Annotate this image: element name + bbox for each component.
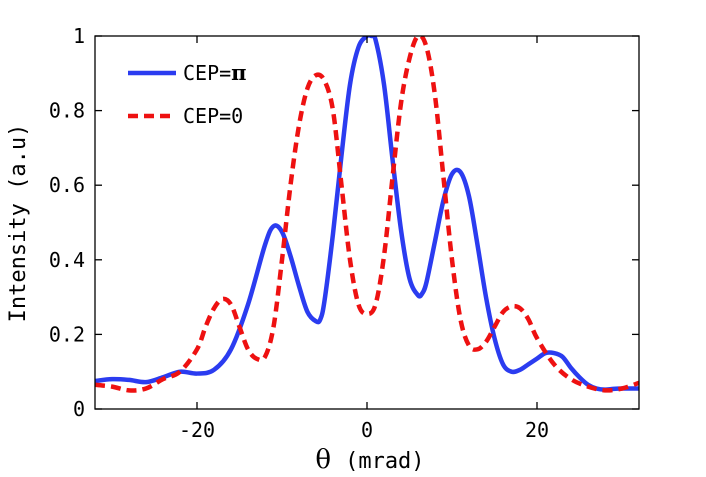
plot-area <box>95 36 639 409</box>
y-tick-label: 0.8 <box>49 99 85 123</box>
x-axis-label: θ (mrad) <box>315 445 424 475</box>
x-tick-label: 0 <box>361 418 373 442</box>
y-tick-label: 1 <box>73 24 85 48</box>
x-tick-label: 20 <box>525 418 549 442</box>
legend: CEP=π CEP=0 <box>128 60 247 128</box>
x-tick-label: -20 <box>179 418 215 442</box>
legend-label-cep-pi: CEP=π <box>183 60 247 85</box>
theta-symbol: θ <box>315 445 331 475</box>
series-line-cep-pi <box>95 36 639 392</box>
ticks-layer: -20 0 20 0 0.2 0.4 0.6 0.8 1 <box>49 24 639 442</box>
y-tick-label: 0.6 <box>49 173 85 197</box>
y-tick-label: 0.2 <box>49 322 85 346</box>
legend-label-cep-0: CEP=0 <box>183 104 243 128</box>
y-tick-label: 0.4 <box>49 248 85 272</box>
series-layer <box>95 36 639 393</box>
pi-symbol: π <box>231 60 246 85</box>
y-axis-label: Intensity (a.u) <box>6 124 31 323</box>
y-tick-label: 0 <box>73 397 85 421</box>
